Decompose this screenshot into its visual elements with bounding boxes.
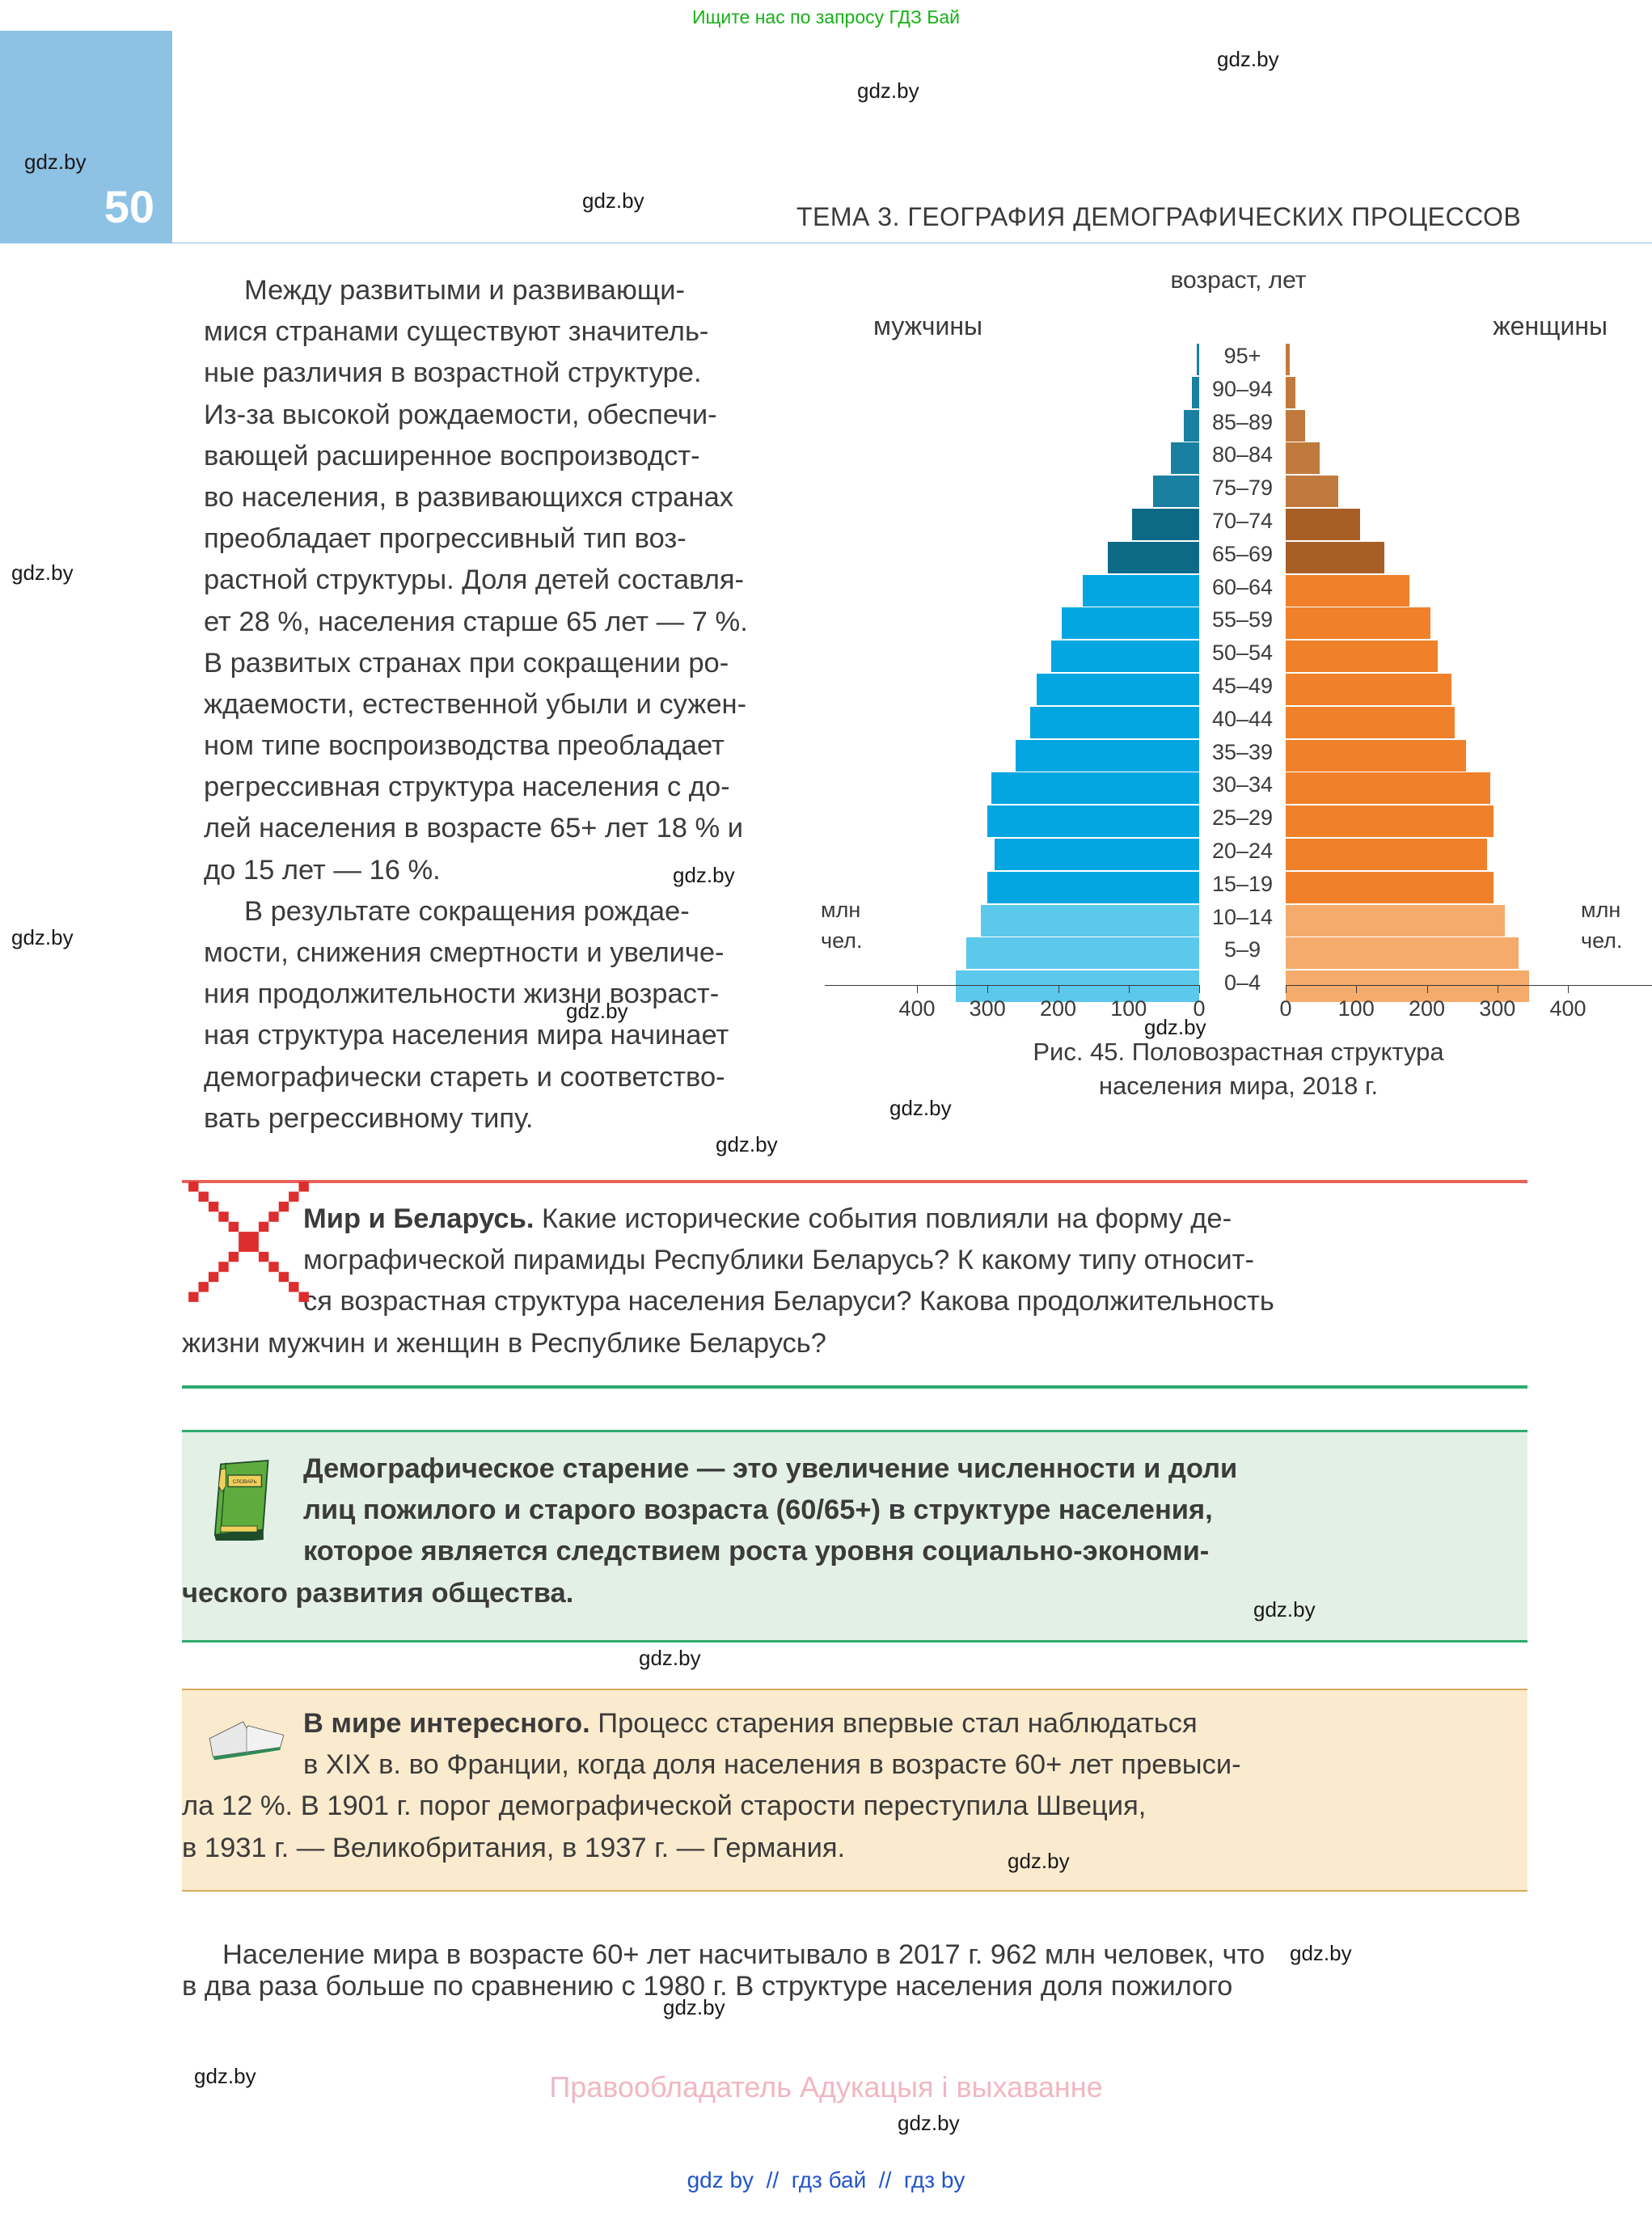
svg-text:СЛОВАРЬ: СЛОВАРЬ bbox=[233, 1479, 257, 1485]
